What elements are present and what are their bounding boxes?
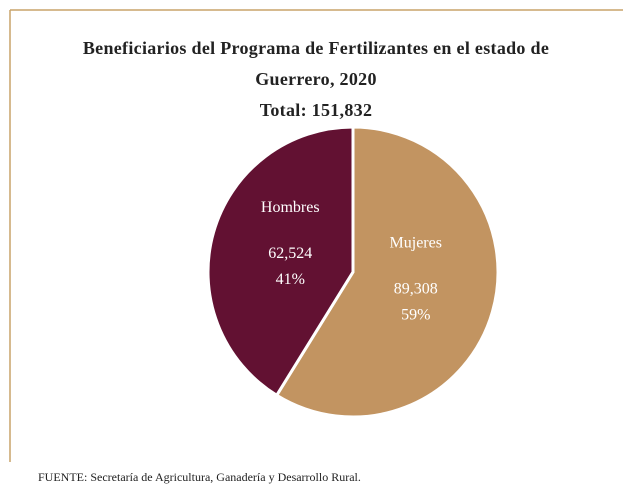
slice-name: Mujeres: [390, 235, 442, 252]
share-label: 59%: [401, 307, 430, 324]
chart-subtitle: Total: 151,832: [260, 100, 373, 120]
chart-title: Beneficiarios del Programa de Fertilizan…: [83, 38, 549, 58]
pie-slice: [206, 125, 355, 398]
slice-name: Hombres: [261, 199, 320, 216]
source-note: FUENTE: Secretaría de Agricultura, Ganad…: [38, 470, 361, 484]
chart-title: Guerrero, 2020: [255, 69, 377, 89]
value-label: 89,308: [394, 281, 438, 298]
value-label: 62,524: [268, 245, 312, 262]
pie-slice: [274, 125, 500, 419]
share-label: 41%: [276, 271, 305, 288]
